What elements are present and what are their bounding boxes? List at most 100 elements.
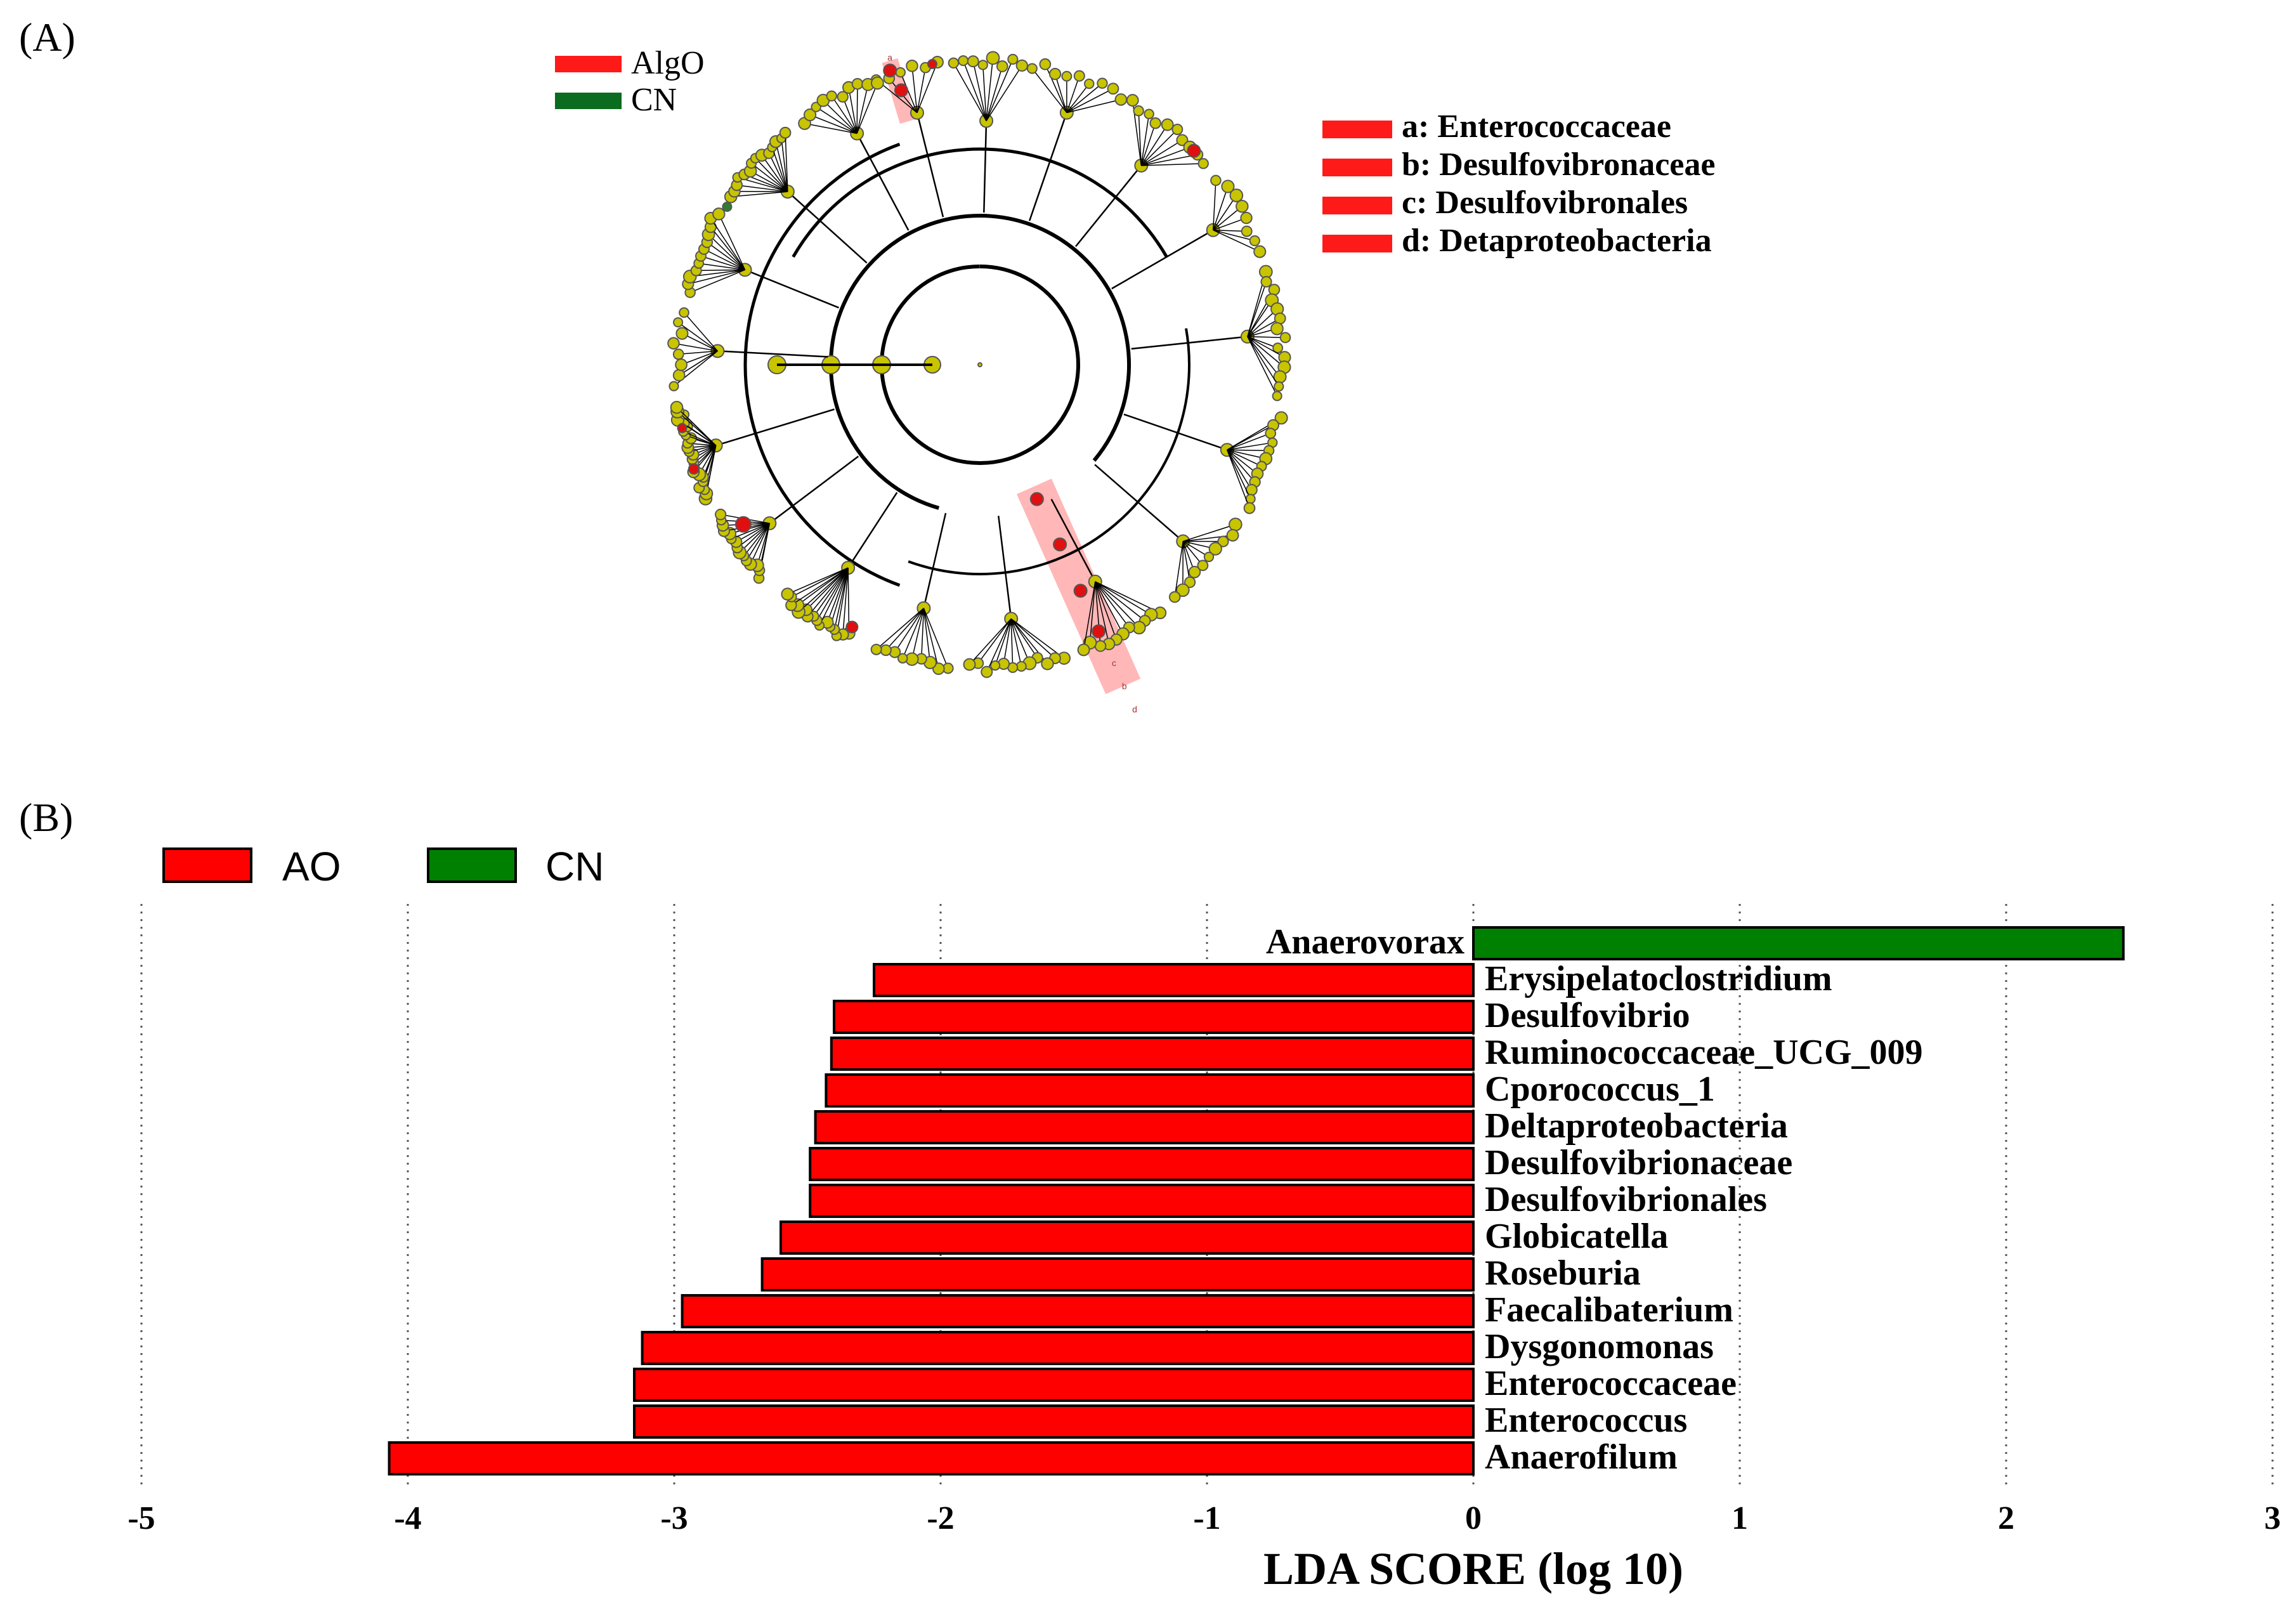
tree-branch [1010, 618, 1065, 659]
clade-key: a: Enterococcaceae b: Desulfovibronaceae… [1322, 108, 1715, 259]
bar [779, 1220, 1475, 1255]
tree-branch [1227, 449, 1253, 490]
tree-branch [1174, 541, 1184, 598]
leaf-node [1272, 343, 1284, 353]
tree-branch [916, 112, 944, 218]
tree-branch [916, 67, 926, 113]
tree-branch [1227, 449, 1251, 499]
leaf-node [895, 67, 906, 78]
tree-branch [781, 138, 788, 192]
bar [830, 1037, 1475, 1071]
leaf-node [1210, 174, 1222, 186]
key-text-a: a: Enterococcaceae [1402, 108, 1671, 145]
leaf-node [1203, 551, 1215, 563]
leaf-node [996, 60, 1008, 72]
tree-branch [761, 155, 788, 192]
bar-label: Anaerovorax [1266, 922, 1464, 962]
leaf-node [1229, 188, 1244, 202]
tree-branch [682, 332, 718, 351]
tree-branch [736, 523, 770, 542]
tree-branch [1247, 318, 1281, 337]
tree-branch [923, 513, 947, 609]
bar [633, 1368, 1475, 1402]
tree-branch [1095, 581, 1140, 628]
leaf-node [1126, 94, 1139, 107]
leaf-node [1048, 67, 1062, 81]
leaf-node [714, 508, 727, 521]
tree-branch [982, 65, 987, 121]
enriched-node [734, 516, 752, 533]
leaf-node [897, 653, 908, 664]
leaf-node [1168, 591, 1181, 603]
tree-branch [842, 96, 858, 134]
tree-branch [790, 567, 849, 606]
tree-branch [1095, 581, 1161, 613]
tree-branch [1227, 449, 1262, 467]
tree-branch [1095, 581, 1110, 644]
tree-branch [885, 608, 924, 651]
tree-branch [736, 523, 770, 548]
tree-branch [831, 95, 858, 134]
tree-branch [1050, 499, 1096, 582]
legend-swatch-algo [555, 56, 622, 72]
leaf-node [779, 126, 792, 139]
legend-swatch-cn-b [427, 847, 517, 883]
tree-branch [787, 191, 868, 264]
leaf-node [1176, 134, 1189, 147]
tree-branch [1227, 449, 1266, 459]
bar-label: Faecalibaterium [1485, 1290, 1733, 1330]
tree-branch [1227, 433, 1271, 450]
tree-branch [856, 84, 858, 134]
tree-branch [986, 618, 1012, 672]
enriched-node [927, 58, 937, 69]
tree-branch [750, 171, 788, 192]
leaf-node [1073, 70, 1085, 82]
tree-branch [1140, 122, 1156, 166]
leaf-node [1171, 124, 1184, 135]
tree-branch [921, 608, 925, 659]
bar-label: Anaerofilum [1485, 1437, 1678, 1477]
bar [873, 963, 1475, 997]
leaf-node [1077, 643, 1090, 657]
tree-branch [1227, 442, 1273, 450]
tree-branch [953, 62, 987, 121]
leaf-node [675, 358, 688, 371]
leaf-node [675, 327, 689, 340]
x-tick-label: -4 [394, 1500, 421, 1536]
x-tick-label: 0 [1465, 1500, 1482, 1536]
bar [681, 1294, 1475, 1328]
tree-branch [804, 122, 858, 134]
tree-branch [700, 255, 745, 271]
key-text-c: c: Desulfovibronales [1402, 185, 1688, 221]
leaf-node [1097, 77, 1108, 89]
tree-branch [1028, 112, 1068, 221]
tree-branch [768, 153, 788, 192]
x-tick-label: 3 [2264, 1500, 2281, 1536]
tree-branch [1131, 336, 1248, 350]
tree-branch [830, 567, 849, 627]
tree-branch [731, 523, 770, 540]
leaf-node [781, 587, 794, 601]
tree-branch [809, 114, 858, 134]
tree-branch [769, 455, 859, 524]
legend-swatch-ao [162, 847, 252, 883]
bar-label: Desulfovibrio [1485, 996, 1690, 1035]
tree-branch [710, 226, 746, 270]
leaf-node [1149, 117, 1161, 129]
chart-legend: AO CN [162, 844, 604, 889]
tree-branch [1212, 180, 1216, 230]
tree-branch [743, 523, 770, 556]
bar [633, 1404, 1475, 1439]
tree-branch [715, 408, 835, 447]
x-axis-ticks: -5 -4 -3 -2 -1 0 1 2 3 [127, 1500, 2281, 1536]
leaf-node [1270, 322, 1284, 336]
leaf-node [977, 60, 988, 70]
key-text-b: b: Desulfovibronaceae [1402, 147, 1715, 183]
tree-branch [751, 162, 788, 192]
tree-branch [1031, 68, 1067, 114]
tree-branch [1227, 449, 1250, 509]
bar-label: Cporococcus_1 [1485, 1070, 1715, 1109]
x-tick-label: -3 [660, 1500, 688, 1536]
leaf-node [906, 60, 918, 72]
bars [388, 926, 2125, 1475]
